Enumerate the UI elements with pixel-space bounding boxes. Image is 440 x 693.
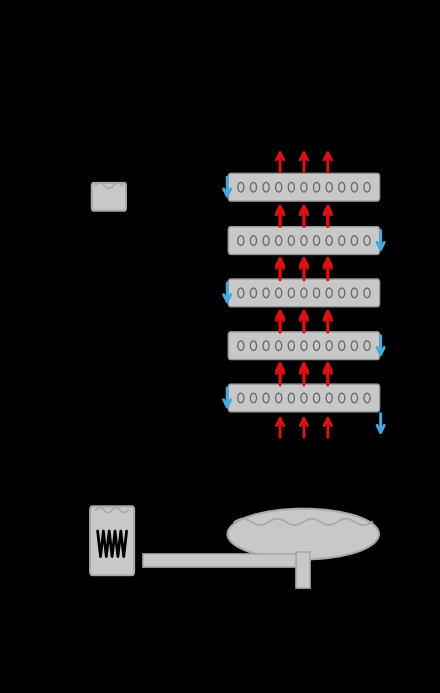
FancyBboxPatch shape [92,183,126,211]
FancyBboxPatch shape [228,227,380,254]
Ellipse shape [227,509,379,559]
FancyBboxPatch shape [228,384,380,412]
FancyBboxPatch shape [90,507,134,575]
FancyBboxPatch shape [228,279,380,307]
FancyBboxPatch shape [228,332,380,360]
Bar [297,552,310,588]
Bar [143,554,297,568]
FancyBboxPatch shape [228,173,380,201]
